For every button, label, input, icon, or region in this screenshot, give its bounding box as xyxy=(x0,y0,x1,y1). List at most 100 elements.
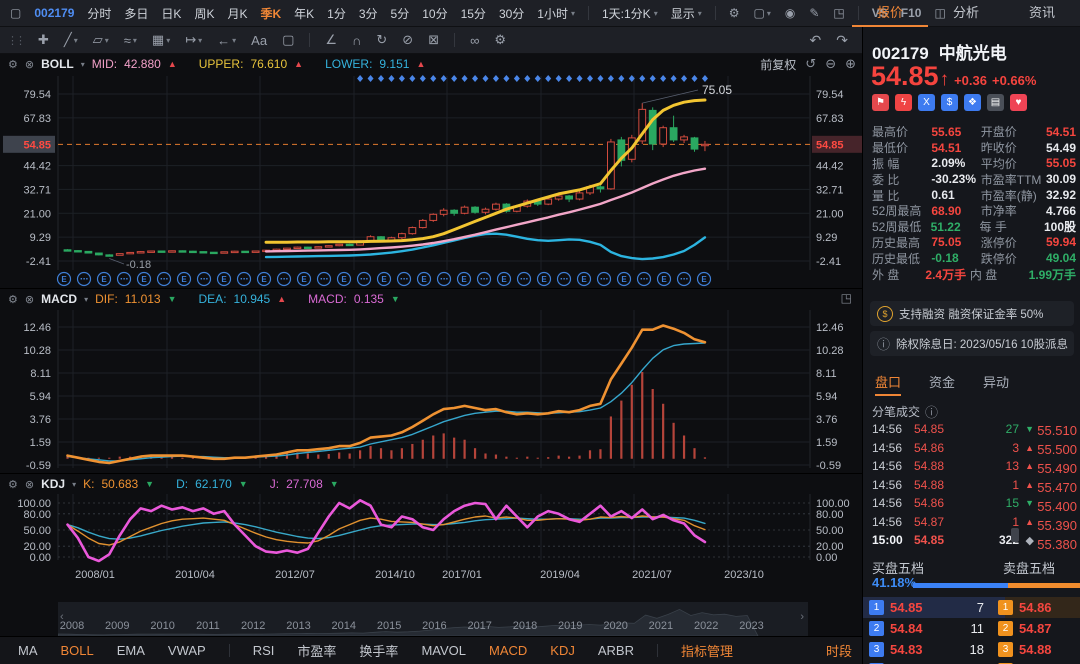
flag-badge[interactable]: ⚑ xyxy=(872,94,889,111)
timeline-strip[interactable]: ‹ › 2008 2009 2010 2011 2012 2013 2014 2015 2016… xyxy=(58,602,808,636)
indicator-tab-RSI[interactable]: RSI xyxy=(252,643,275,658)
period-3分[interactable]: 3分 xyxy=(358,6,378,21)
timeline-year-2008[interactable]: 2008 xyxy=(59,620,85,632)
fullscreen-icon[interactable]: ◳ xyxy=(833,6,844,20)
timeline-year-2015[interactable]: 2015 xyxy=(376,620,402,632)
screenshot-icon[interactable]: ◉ xyxy=(785,6,795,20)
timeline-year-2018[interactable]: 2018 xyxy=(512,620,538,632)
indicator-tab-EMA[interactable]: EMA xyxy=(116,643,145,658)
period-15分[interactable]: 15分 xyxy=(460,6,486,21)
timeline-left-arrow-icon[interactable]: ‹ xyxy=(60,611,64,623)
indicator-tab-MAVOL[interactable]: MAVOL xyxy=(421,643,466,658)
timeline-year-2009[interactable]: 2009 xyxy=(105,620,130,632)
tag-badge[interactable]: ❖ xyxy=(964,94,981,111)
indicator-name[interactable]: KDJ xyxy=(41,477,66,491)
indicator-tab-指标管理[interactable]: 指标管理 xyxy=(680,644,733,659)
measure-tool-icon[interactable]: ↦ ▾ xyxy=(185,32,202,48)
close-indicator-icon[interactable]: ⊗ xyxy=(24,478,35,491)
scrollbar-thumb[interactable] xyxy=(1011,528,1019,542)
order-book-row[interactable]: 3 54.83 18 3 54.88 xyxy=(863,639,1080,660)
reset-zoom-icon[interactable]: ↺ xyxy=(805,56,817,71)
move-tool-icon[interactable]: ✚ xyxy=(38,32,49,48)
chevron-down-icon[interactable]: ▾ xyxy=(84,294,89,304)
stock-code-topbar[interactable]: 002179 xyxy=(34,6,75,20)
period-30分[interactable]: 30分 xyxy=(498,6,525,21)
gann-tool-icon[interactable]: ▦ ▾ xyxy=(152,32,170,48)
shape-tool-icon[interactable]: ▱ ▾ xyxy=(93,32,109,48)
quote-tab-异动[interactable]: 异动 xyxy=(983,375,1010,390)
indicator-tab-ARBR[interactable]: ARBR xyxy=(597,643,634,658)
period-5分[interactable]: 5分 xyxy=(390,6,410,21)
lightning-badge[interactable]: ϟ xyxy=(895,94,912,111)
chart-area[interactable]: 79.54 79.54 67.83 67.83 54.85 54.85 44.42 44.42… xyxy=(0,54,862,600)
order-book-row[interactable]: 454.8236454.89 xyxy=(863,660,1080,664)
period-日K[interactable]: 日K xyxy=(161,6,182,21)
securities-badge[interactable]: $ xyxy=(941,94,958,111)
tab-报价[interactable]: 报价 xyxy=(851,0,928,27)
trendline-tool-icon[interactable]: ╱ ▾ xyxy=(64,32,78,48)
gear-icon[interactable]: ⚙ xyxy=(8,293,18,306)
gear-icon[interactable]: ⚙ xyxy=(8,478,18,491)
tool-settings-icon[interactable]: ⚙ xyxy=(494,32,506,48)
indicator-tab-MACD[interactable]: MACD xyxy=(489,643,528,658)
margin-badge[interactable]: X xyxy=(918,94,935,111)
text-tool-icon[interactable]: Aa xyxy=(251,33,267,48)
adjust-mode-label[interactable]: 前复权 xyxy=(760,57,797,72)
timeline-minimap[interactable]: ‹ › 2008 2009 2010 2011 2012 2013 2014 2015 2016… xyxy=(0,600,862,636)
period-10分[interactable]: 10分 xyxy=(422,6,448,21)
sync-tool-icon[interactable]: ↻ xyxy=(376,32,387,48)
timeline-year-2022[interactable]: 2022 xyxy=(693,620,719,632)
indicator-name[interactable]: MACD xyxy=(41,292,78,306)
indicator-tab-换手率[interactable]: 换手率 xyxy=(359,644,399,659)
zoom-in-icon[interactable]: ⊕ xyxy=(845,56,856,71)
indicator-name[interactable]: BOLL xyxy=(41,57,74,71)
draw-icon[interactable]: ✎ xyxy=(809,6,819,20)
link-tool-icon[interactable]: ∞ xyxy=(470,33,479,48)
period-周K[interactable]: 周K xyxy=(194,6,215,21)
period-1分[interactable]: 1分 xyxy=(327,6,346,21)
hour-period-dropdown[interactable]: 1小时 ▾ xyxy=(537,5,575,22)
timeline-year-2019[interactable]: 2019 xyxy=(558,620,583,632)
wave-tool-icon[interactable]: ≈ ▾ xyxy=(124,33,137,48)
drag-grip-icon[interactable]: ⋮⋮ xyxy=(7,34,26,47)
display-dropdown[interactable]: 显示 ▾ xyxy=(671,5,702,22)
timeline-year-2012[interactable]: 2012 xyxy=(240,620,266,632)
indicator-tab-VWAP[interactable]: VWAP xyxy=(167,643,206,658)
tick-row[interactable]: 14:56 54.88 13 ▲ xyxy=(872,457,1034,476)
arrow-tool-icon[interactable]: ← ▾ xyxy=(217,33,236,48)
period-季K[interactable]: 季K xyxy=(260,6,282,21)
dividend-notice[interactable]: ⓘ 除权除息日: 2023/05/16 10股派息 xyxy=(870,331,1074,356)
timeline-year-2011[interactable]: 2011 xyxy=(196,620,220,632)
period-年K[interactable]: 年K xyxy=(294,6,315,21)
period-分时[interactable]: 分时 xyxy=(87,6,112,21)
tick-row[interactable]: 14:56 54.86 3 ▲ xyxy=(872,439,1034,458)
magnet-tool-icon[interactable]: ∩ xyxy=(352,33,361,48)
window-icon[interactable]: ▢ xyxy=(10,6,22,20)
kline-combo-dropdown[interactable]: 1天:1分K ▾ xyxy=(602,5,658,22)
close-indicator-icon[interactable]: ⊗ xyxy=(24,58,35,71)
quote-tab-资金[interactable]: 资金 xyxy=(929,375,956,390)
delete-tool-icon[interactable]: ⊠ xyxy=(428,32,439,48)
close-indicator-icon[interactable]: ⊗ xyxy=(24,293,35,306)
tick-row[interactable]: 15:00 54.85 322 ◆ xyxy=(872,531,1034,550)
timeline-year-2021[interactable]: 2021 xyxy=(648,620,674,632)
comment-tool-icon[interactable]: ▢ xyxy=(282,32,294,48)
expand-pane-icon[interactable]: ◳ xyxy=(840,291,852,305)
indicator-tab-市盈率[interactable]: 市盈率 xyxy=(297,644,337,659)
margin-notice[interactable]: $ 支持融资 融资保证金率 50% xyxy=(870,301,1074,326)
tab-资讯[interactable]: 资讯 xyxy=(1028,5,1055,20)
zoom-out-icon[interactable]: ⊖ xyxy=(825,56,837,71)
chart-settings-icon[interactable]: ⚙ xyxy=(729,6,740,20)
tick-row[interactable]: 14:56 54.86 15 ▼ xyxy=(872,494,1034,513)
timeline-year-2010[interactable]: 2010 xyxy=(150,620,175,632)
timeline-year-2013[interactable]: 2013 xyxy=(286,620,311,632)
tick-row[interactable]: 14:56 54.85 27 ▼ xyxy=(872,420,1034,439)
indicator-tab-BOLL[interactable]: BOLL xyxy=(60,643,94,658)
period-多日[interactable]: 多日 xyxy=(124,6,149,21)
undo-icon[interactable]: ↶ xyxy=(809,31,822,48)
vs-compare-button[interactable]: VS xyxy=(871,6,888,20)
period-月K[interactable]: 月K xyxy=(227,6,248,21)
timeline-year-2016[interactable]: 2016 xyxy=(422,620,447,632)
info-icon[interactable]: ⓘ xyxy=(925,405,939,420)
timeline-year-2017[interactable]: 2017 xyxy=(467,620,492,632)
